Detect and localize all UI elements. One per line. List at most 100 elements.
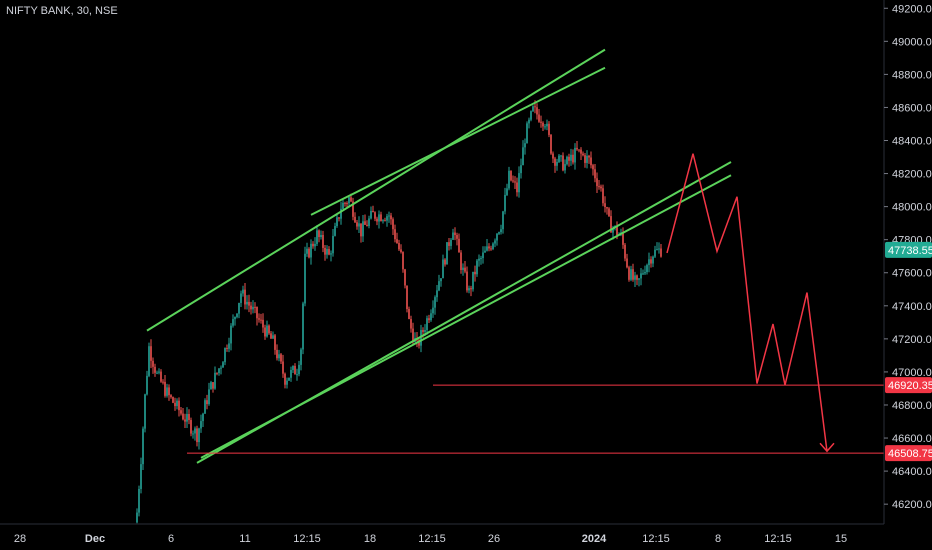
candle-body (136, 512, 138, 523)
candle-body (384, 220, 386, 222)
candle-body (354, 216, 356, 223)
candle-body (138, 488, 140, 513)
last-price-badge-bg (885, 241, 932, 258)
candle-body (450, 239, 452, 246)
time-tick-label: 8 (715, 533, 721, 545)
candle-body (392, 219, 394, 230)
candle-body (508, 170, 510, 189)
candle-body (362, 221, 364, 237)
price-tick-label: 48000.00 (892, 202, 932, 214)
candle-body (578, 149, 580, 151)
candle-body (312, 243, 314, 247)
candle-body (458, 238, 460, 253)
candle-body (534, 106, 536, 108)
price-tick-label: 47200.00 (892, 334, 932, 346)
candle-body (162, 381, 164, 383)
channel-line (146, 48, 606, 332)
candle-body (194, 428, 196, 434)
candle-body (352, 201, 354, 217)
candle-body (296, 374, 298, 376)
candle-body (346, 203, 348, 205)
candle-body (430, 313, 432, 321)
candle-body (550, 134, 552, 154)
candle-body (412, 328, 414, 342)
time-axis[interactable]: 28 Dec 6 11 12:15 18 12:15 26 2024 12:15 8 12:15 15 (0, 523, 884, 545)
candle-body (280, 354, 282, 362)
candle-body (302, 303, 304, 350)
candle-body (336, 217, 338, 227)
candle-body (202, 413, 204, 422)
candle-body (320, 235, 322, 238)
candle-body (594, 169, 596, 179)
candle-body (402, 252, 404, 270)
candle-body (604, 203, 606, 208)
candle-body (444, 259, 446, 265)
time-tick-label: 12:15 (293, 533, 321, 545)
candle-body (314, 243, 316, 247)
candle-body (582, 153, 584, 156)
candle-body (610, 216, 612, 233)
level-badge-label: 46920.35 (888, 380, 932, 392)
candle-body (246, 301, 248, 305)
candle-body (634, 275, 636, 280)
candle-body (364, 221, 366, 225)
candle-body (244, 289, 246, 305)
candle-body (196, 428, 198, 443)
price-tick-label: 48200.00 (892, 169, 932, 181)
candle-body (324, 247, 326, 255)
candle-body (454, 232, 456, 236)
candle-body (526, 123, 528, 144)
candle-body (568, 156, 570, 161)
candle-body (192, 433, 194, 435)
candle-body (242, 289, 244, 294)
candle-body (622, 232, 624, 245)
candle-body (476, 260, 478, 275)
channel-lines (146, 48, 732, 464)
candle-body (272, 335, 274, 339)
candle-body (556, 161, 558, 166)
candle-body (642, 273, 644, 275)
time-tick-label: 12:15 (418, 533, 446, 545)
candle-body (636, 275, 638, 280)
price-tick-label: 46600.00 (892, 433, 932, 445)
candle-body (478, 258, 480, 261)
candle-body (322, 235, 324, 248)
candle-body (222, 362, 224, 368)
candle-body (632, 269, 634, 280)
candle-body (212, 382, 214, 389)
candle-body (374, 212, 376, 219)
candle-body (576, 147, 578, 150)
candle-body (650, 259, 652, 264)
candle-body (484, 250, 486, 253)
candle-body (460, 252, 462, 270)
candle-body (602, 188, 604, 204)
candle-body (394, 229, 396, 240)
price-tick-label: 46200.00 (892, 499, 932, 511)
candle-body (164, 381, 166, 396)
candle-body (470, 288, 472, 290)
candle-body (156, 372, 158, 374)
price-axis[interactable]: 46200.00 46400.00 46600.00 46800.00 47000.00… (883, 0, 932, 524)
candle-body (426, 318, 428, 330)
candle-body (420, 330, 422, 346)
candle-body (298, 364, 300, 375)
candle-body (400, 249, 402, 253)
candle-body (238, 302, 240, 314)
candle-body (144, 394, 146, 429)
candle-body (648, 259, 650, 266)
candle-body (382, 220, 384, 222)
candle-body (348, 197, 350, 204)
candle-body (158, 371, 160, 373)
candle-body (240, 293, 242, 303)
candle-body (386, 216, 388, 221)
candle-body (150, 346, 152, 361)
candle-body (172, 397, 174, 403)
candle-body (588, 155, 590, 158)
candle-body (492, 243, 494, 250)
candle-body (522, 147, 524, 166)
level-badge-bg (885, 445, 932, 462)
price-tick-label: 48600.00 (892, 102, 932, 114)
candle-body (264, 327, 266, 337)
candle-body (226, 348, 228, 350)
